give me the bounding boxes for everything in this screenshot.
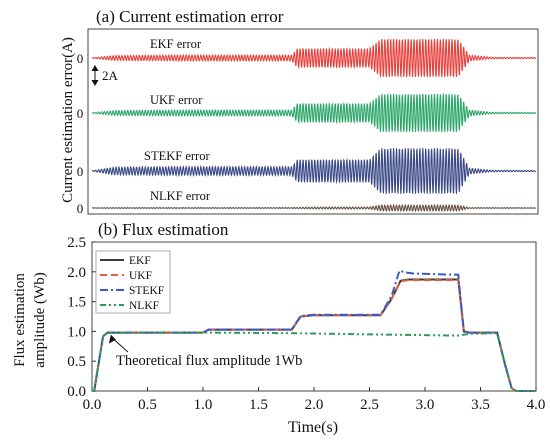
y-tick-label: 1.5 (67, 295, 86, 311)
scale-bar-arrow-down (91, 80, 99, 86)
flux-plot: 0.0 0.5 1.0 1.5 2.0 2.5 3.0 3.5 4.0 0.0 0.5 1.0 1.5 2… (67, 235, 545, 413)
legend-label: UKF (129, 270, 152, 282)
zero-label: 0 (77, 51, 84, 66)
trace-ekf-error: 0 EKF error (77, 37, 537, 79)
trace-nlkf-error: 0 NLKF error (77, 189, 537, 216)
annotation-text: Theoretical flux amplitude 1Wb (116, 353, 302, 369)
trace-label: EKF error (150, 37, 202, 51)
y-tick-label: 2.5 (67, 235, 86, 251)
legend-label: STEKF (129, 285, 164, 297)
y-tick-label: 1.0 (67, 324, 86, 340)
annotation-arrow-head (108, 334, 116, 344)
x-axis-label: Time(s) (288, 419, 338, 436)
x-tick-label: 2.0 (305, 397, 324, 413)
y-tick-label: 2.0 (67, 265, 86, 281)
zero-label: 0 (77, 201, 84, 216)
trace-label: STEKF error (144, 149, 210, 163)
scale-bar-label: 2A (102, 68, 119, 83)
trace-label: NLKF error (150, 189, 211, 203)
scale-bar-arrow-up (91, 65, 99, 71)
legend-label: NLKF (129, 300, 159, 312)
x-tick-label: 1.0 (194, 397, 213, 413)
panel-a: (a) Current estimation error Current est… (60, 7, 539, 216)
panel-b-ylabel-line1: Flux estimation (12, 273, 28, 367)
x-tick-label: 0.0 (83, 397, 102, 413)
x-tick-label: 1.5 (249, 397, 268, 413)
trace-ukf-error: 0 UKF error (77, 92, 537, 134)
x-tick-label: 2.5 (360, 397, 379, 413)
trace-stekf-error: 0 STEKF error (77, 147, 537, 195)
x-tick-label: 0.5 (138, 397, 157, 413)
panel-a-ylabel: Current estimation error(A) (60, 37, 76, 203)
panel-b-title: (b) Flux estimation (98, 220, 229, 239)
trace-label: UKF error (150, 93, 203, 107)
panel-a-title: (a) Current estimation error (96, 7, 284, 26)
panel-b-ylabel-line2: amplitude (Wb) (32, 272, 48, 367)
current-error-traces: 0 EKF error 0 UKF error 0 STEKF error 0 NLKF er… (77, 37, 537, 216)
legend-box (95, 250, 171, 314)
panel-b: (b) Flux estimation Flux estimation ampl… (12, 220, 545, 436)
legend-label: EKF (129, 255, 151, 267)
legend: EKF UKF STEKF NLKF (95, 250, 171, 314)
x-tick-label: 3.0 (416, 397, 435, 413)
y-tick-label: 0.5 (67, 354, 86, 370)
trace-line (91, 203, 537, 213)
trace-line (91, 37, 537, 79)
scale-bar: 2A (91, 65, 119, 86)
flux-line-nlkf (92, 331, 536, 392)
zero-label: 0 (77, 164, 84, 179)
trace-line (91, 147, 537, 195)
y-tick-label: 0.0 (67, 384, 86, 400)
x-tick-label: 3.5 (471, 397, 490, 413)
panel-a-frame (87, 28, 539, 215)
trace-line (91, 92, 537, 134)
annotation-arrow-line (112, 338, 129, 353)
x-tick-label: 4.0 (527, 397, 546, 413)
zero-label: 0 (77, 106, 84, 121)
